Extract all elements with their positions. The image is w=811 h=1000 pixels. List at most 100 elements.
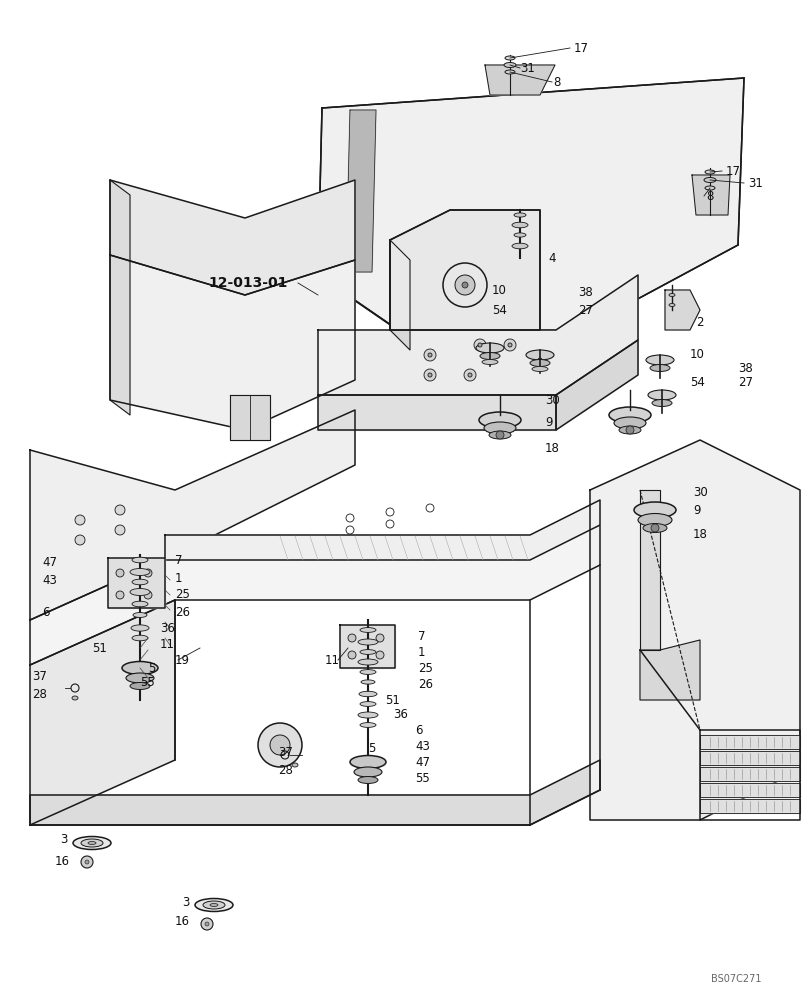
Polygon shape [639,640,699,700]
Text: 25: 25 [418,662,432,674]
Circle shape [270,735,290,755]
Ellipse shape [358,639,378,645]
Text: 17: 17 [725,165,740,178]
Circle shape [85,860,89,864]
Text: 28: 28 [277,764,293,776]
Polygon shape [230,395,270,440]
Circle shape [375,634,384,642]
Ellipse shape [637,514,672,526]
Text: 47: 47 [42,556,57,570]
Polygon shape [318,275,637,395]
Text: 54: 54 [689,376,704,389]
Ellipse shape [358,659,378,665]
Ellipse shape [203,901,225,909]
Circle shape [204,922,208,926]
Text: 11: 11 [324,654,340,666]
Ellipse shape [504,56,514,60]
Ellipse shape [130,588,150,595]
Circle shape [423,369,436,381]
Ellipse shape [88,841,96,844]
Polygon shape [639,490,659,650]
Ellipse shape [350,756,385,768]
Text: 1: 1 [418,646,425,660]
Text: 31: 31 [747,177,762,190]
Circle shape [625,426,633,434]
Polygon shape [318,78,743,330]
Text: 26: 26 [418,678,432,690]
Ellipse shape [704,186,714,190]
Circle shape [116,591,124,599]
Ellipse shape [210,903,217,906]
Ellipse shape [359,650,375,654]
Text: 31: 31 [519,62,534,75]
Text: 18: 18 [544,442,560,454]
Text: 1: 1 [175,572,182,584]
Ellipse shape [618,426,640,434]
Ellipse shape [488,431,510,439]
Ellipse shape [647,390,676,400]
Text: 38: 38 [737,361,752,374]
Text: 3: 3 [60,833,67,846]
Text: 26: 26 [175,605,190,618]
Ellipse shape [359,628,375,632]
Text: 51: 51 [92,642,107,654]
Text: 27: 27 [737,376,752,389]
Polygon shape [664,290,699,330]
Ellipse shape [132,557,148,563]
Text: 9: 9 [544,416,551,428]
Circle shape [427,353,431,357]
Ellipse shape [613,417,646,429]
Ellipse shape [504,70,514,74]
Ellipse shape [195,898,233,911]
Polygon shape [590,440,799,820]
Circle shape [375,651,384,659]
Polygon shape [389,210,539,330]
Circle shape [75,515,85,525]
Polygon shape [699,751,799,765]
Polygon shape [30,525,599,665]
Text: 19: 19 [175,654,190,666]
Ellipse shape [512,222,527,228]
Text: 4: 4 [547,251,555,264]
Circle shape [504,339,515,351]
Ellipse shape [526,350,553,360]
Text: 25: 25 [175,588,190,601]
Circle shape [144,591,152,599]
Ellipse shape [504,63,515,68]
Text: 8: 8 [705,190,713,203]
Text: 28: 28 [32,688,47,702]
Ellipse shape [703,178,715,183]
Circle shape [534,354,545,366]
Circle shape [461,282,467,288]
Polygon shape [556,340,637,430]
Polygon shape [699,767,799,781]
Circle shape [454,275,474,295]
Text: 30: 30 [692,486,707,498]
Text: 10: 10 [491,284,506,296]
Ellipse shape [512,243,527,249]
Ellipse shape [130,682,150,690]
Ellipse shape [358,712,378,718]
Text: 10: 10 [689,349,704,361]
Ellipse shape [646,355,673,365]
Ellipse shape [132,635,148,641]
Polygon shape [389,240,410,350]
Text: 3: 3 [182,896,189,910]
Ellipse shape [132,601,148,607]
Polygon shape [340,625,394,668]
Polygon shape [30,410,354,620]
Circle shape [115,525,125,535]
Ellipse shape [475,343,504,353]
Ellipse shape [633,502,676,518]
Circle shape [423,349,436,361]
Ellipse shape [651,399,672,406]
Text: 30: 30 [544,393,559,406]
Ellipse shape [361,680,375,684]
Ellipse shape [483,422,515,434]
Circle shape [463,369,475,381]
Polygon shape [318,395,556,430]
Ellipse shape [608,407,650,423]
Circle shape [116,569,124,577]
Text: 6: 6 [42,605,49,618]
Ellipse shape [292,763,298,767]
